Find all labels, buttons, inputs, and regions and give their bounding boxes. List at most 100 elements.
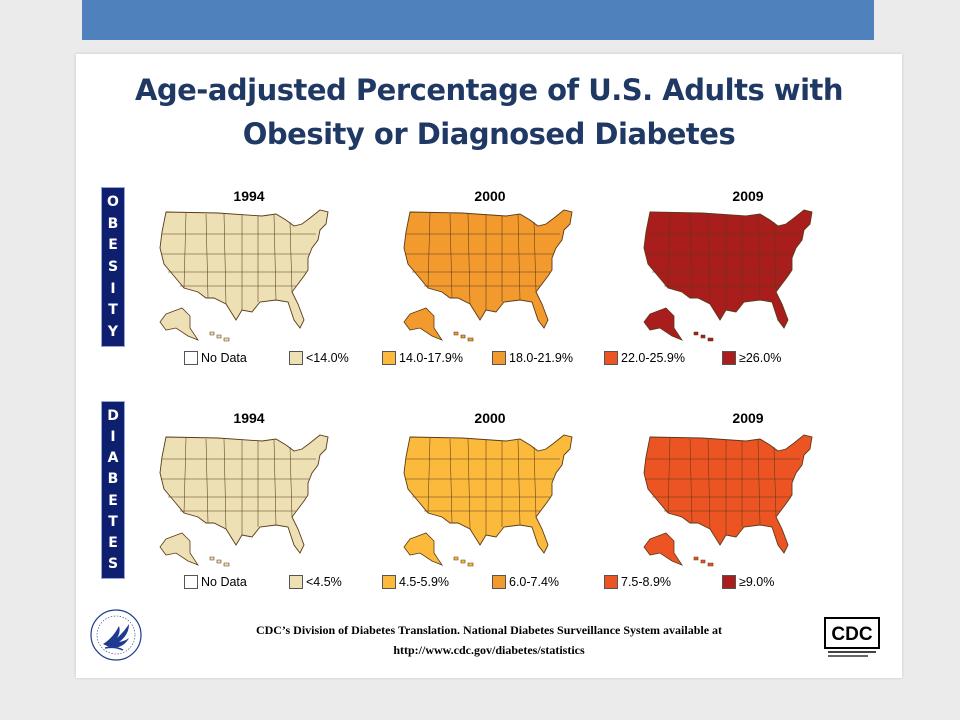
year-label: 2000 xyxy=(474,410,506,426)
legend-label: 22.0-25.9% xyxy=(621,351,685,365)
side-letter: D xyxy=(107,407,119,424)
year-label: 1994 xyxy=(233,410,265,426)
legend-item: 4.5-5.9% xyxy=(382,575,449,589)
legend-swatch xyxy=(722,351,736,365)
legend-swatch xyxy=(722,575,736,589)
citation-url: http://www.cdc.gov/diabetes/statistics xyxy=(393,643,585,657)
legend-label: <4.5% xyxy=(306,575,342,589)
legend-label: 18.0-21.9% xyxy=(509,351,573,365)
legend-label: 7.5-8.9% xyxy=(621,575,672,589)
legend-label: No Data xyxy=(201,351,247,365)
obesity-legend: No Data <14.0% 14.0-17.9% 18.0-21.9% 22.… xyxy=(184,351,824,367)
legend-item: No Data xyxy=(184,351,247,365)
legend-item: 6.0-7.4% xyxy=(492,575,559,589)
map-region-alaska xyxy=(403,532,444,566)
citation-line-1: CDC’s Division of Diabetes Translation. … xyxy=(255,623,723,637)
map-region-alaska xyxy=(643,307,684,341)
legend-item: ≥9.0% xyxy=(722,575,774,589)
legend-swatch xyxy=(184,575,198,589)
legend-item: No Data xyxy=(184,575,247,589)
legend-item: ≥26.0% xyxy=(722,351,781,365)
side-letter: O xyxy=(107,193,119,210)
side-letter: E xyxy=(108,535,118,552)
legend-swatch xyxy=(289,351,303,365)
cdc-logo-icon: CDC xyxy=(824,617,880,657)
map-state-borders xyxy=(645,437,800,535)
legend-swatch xyxy=(492,575,506,589)
map-region-contiguous-us xyxy=(643,434,813,554)
year-label: 2009 xyxy=(732,410,764,426)
side-letter: B xyxy=(107,215,119,232)
map-region-hawaii xyxy=(693,331,714,342)
map-state-borders xyxy=(645,212,800,310)
side-letter: A xyxy=(107,450,119,467)
map-state-borders xyxy=(161,212,316,310)
legend-swatch xyxy=(492,351,506,365)
legend-label: <14.0% xyxy=(306,351,349,365)
legend-item: <14.0% xyxy=(289,351,349,365)
legend-swatch xyxy=(382,575,396,589)
map-state-borders xyxy=(405,212,560,310)
side-letter: I xyxy=(110,280,116,297)
map-region-contiguous-us xyxy=(643,209,813,329)
map-region-hawaii xyxy=(453,556,474,567)
legend-label: No Data xyxy=(201,575,247,589)
map-state-borders xyxy=(405,437,560,535)
title-line-2: Obesity or Diagnosed Diabetes xyxy=(242,117,736,151)
side-letter: Y xyxy=(107,324,119,341)
us-map-diabetes-2009 xyxy=(643,434,813,567)
legend-swatch xyxy=(184,351,198,365)
hhs-eagle-logo-icon xyxy=(90,609,142,661)
us-map-obesity-1994 xyxy=(159,209,329,342)
map-region-contiguous-us xyxy=(159,434,329,554)
map-region-contiguous-us xyxy=(403,209,573,329)
map-region-hawaii xyxy=(453,331,474,342)
side-letter: E xyxy=(108,237,118,254)
map-region-hawaii xyxy=(693,556,714,567)
legend-label: 14.0-17.9% xyxy=(399,351,463,365)
legend-item: 22.0-25.9% xyxy=(604,351,685,365)
side-letter: E xyxy=(108,492,118,509)
legend-item: <4.5% xyxy=(289,575,342,589)
source-citation: CDC’s Division of Diabetes Translation. … xyxy=(76,620,902,660)
slide: Age-adjusted Percentage of U.S. Adults w… xyxy=(76,54,902,678)
cdc-logo-text: CDC xyxy=(831,624,872,645)
side-letter: S xyxy=(107,556,119,573)
map-region-alaska xyxy=(159,307,200,341)
map-region-contiguous-us xyxy=(403,434,573,554)
map-region-alaska xyxy=(403,307,444,341)
diabetes-legend: No Data <4.5% 4.5-5.9% 6.0-7.4% 7.5-8.9%… xyxy=(184,575,824,591)
map-region-hawaii xyxy=(209,331,230,342)
legend-swatch xyxy=(604,351,618,365)
legend-label: ≥9.0% xyxy=(739,575,775,589)
legend-swatch xyxy=(604,575,618,589)
top-accent-band xyxy=(82,0,874,40)
legend-label: 4.5-5.9% xyxy=(399,575,450,589)
map-state-borders xyxy=(161,437,316,535)
legend-item: 7.5-8.9% xyxy=(604,575,671,589)
legend-swatch xyxy=(382,351,396,365)
map-region-hawaii xyxy=(209,556,230,567)
slide-title: Age-adjusted Percentage of U.S. Adults w… xyxy=(76,68,902,156)
title-line-1: Age-adjusted Percentage of U.S. Adults w… xyxy=(134,73,844,107)
legend-label: 6.0-7.4% xyxy=(509,575,560,589)
side-letter: T xyxy=(108,513,118,530)
diabetes-side-label: D I A B E T E S xyxy=(101,401,125,579)
us-map-obesity-2009 xyxy=(643,209,813,342)
side-letter: I xyxy=(110,428,116,445)
side-letter: S xyxy=(107,258,119,275)
obesity-side-label: O B E S I T Y xyxy=(101,187,125,347)
legend-item: 18.0-21.9% xyxy=(492,351,573,365)
map-region-alaska xyxy=(159,532,200,566)
side-letter: B xyxy=(107,471,119,488)
us-map-diabetes-2000 xyxy=(403,434,573,567)
year-label: 1994 xyxy=(233,188,265,204)
legend-swatch xyxy=(289,575,303,589)
map-region-alaska xyxy=(643,532,684,566)
year-label: 2009 xyxy=(732,188,764,204)
legend-item: 14.0-17.9% xyxy=(382,351,463,365)
us-map-obesity-2000 xyxy=(403,209,573,342)
map-region-contiguous-us xyxy=(159,209,329,329)
us-map-diabetes-1994 xyxy=(159,434,329,567)
year-label: 2000 xyxy=(474,188,506,204)
